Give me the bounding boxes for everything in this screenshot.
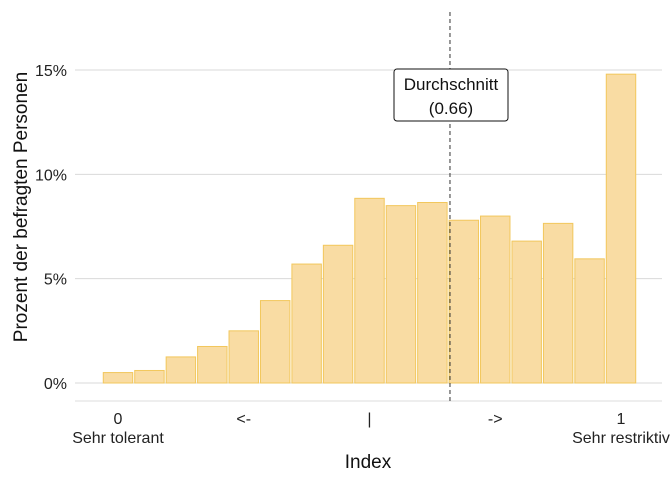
x-tick-sublabel-4: Sehr restriktiv [572, 430, 670, 447]
mean-annotation: Durchschnitt (0.66) [393, 68, 509, 122]
bar-6 [291, 263, 322, 384]
bar-5 [259, 300, 291, 384]
y-tick-label-3: 15% [35, 63, 67, 80]
y-tick-label-0: 0% [44, 376, 67, 393]
bar-2 [165, 356, 197, 384]
bar-9 [385, 205, 417, 384]
x-tick-label-2: | [367, 411, 371, 428]
bar-1 [134, 369, 165, 384]
bar-10 [417, 202, 448, 384]
mean-label-value: (0.66) [429, 99, 473, 118]
x-tick-sublabel-0: Sehr tolerant [72, 430, 164, 447]
bar-16 [605, 73, 637, 384]
y-tick-label-2: 10% [35, 167, 67, 184]
bar-4 [228, 330, 259, 384]
bar-11 [448, 219, 480, 384]
bar-15 [574, 258, 605, 384]
bar-7 [322, 244, 354, 384]
bar-8 [354, 197, 385, 384]
bar-3 [197, 345, 228, 384]
x-tick-label-4: 1 [617, 411, 626, 428]
x-axis-ticks: 0 Sehr tolerant <- | -> 1 Sehr restriktiv [72, 411, 670, 447]
bar-12 [480, 215, 511, 384]
bar-14 [542, 222, 574, 384]
y-axis-ticks: 0% 5% 10% 15% [35, 63, 67, 393]
y-axis-title: Prozent der befragten Personen [11, 72, 32, 342]
mean-label-box [393, 68, 509, 122]
bar-0 [102, 372, 134, 384]
x-tick-label-0: 0 [114, 411, 123, 428]
x-tick-label-3: -> [488, 411, 503, 428]
x-axis-title: Index [345, 452, 392, 473]
y-tick-label-1: 5% [44, 272, 67, 289]
x-tick-label-1: <- [236, 411, 251, 428]
bars [102, 73, 637, 384]
bar-13 [511, 240, 542, 384]
mean-label-title: Durchschnitt [404, 75, 499, 94]
